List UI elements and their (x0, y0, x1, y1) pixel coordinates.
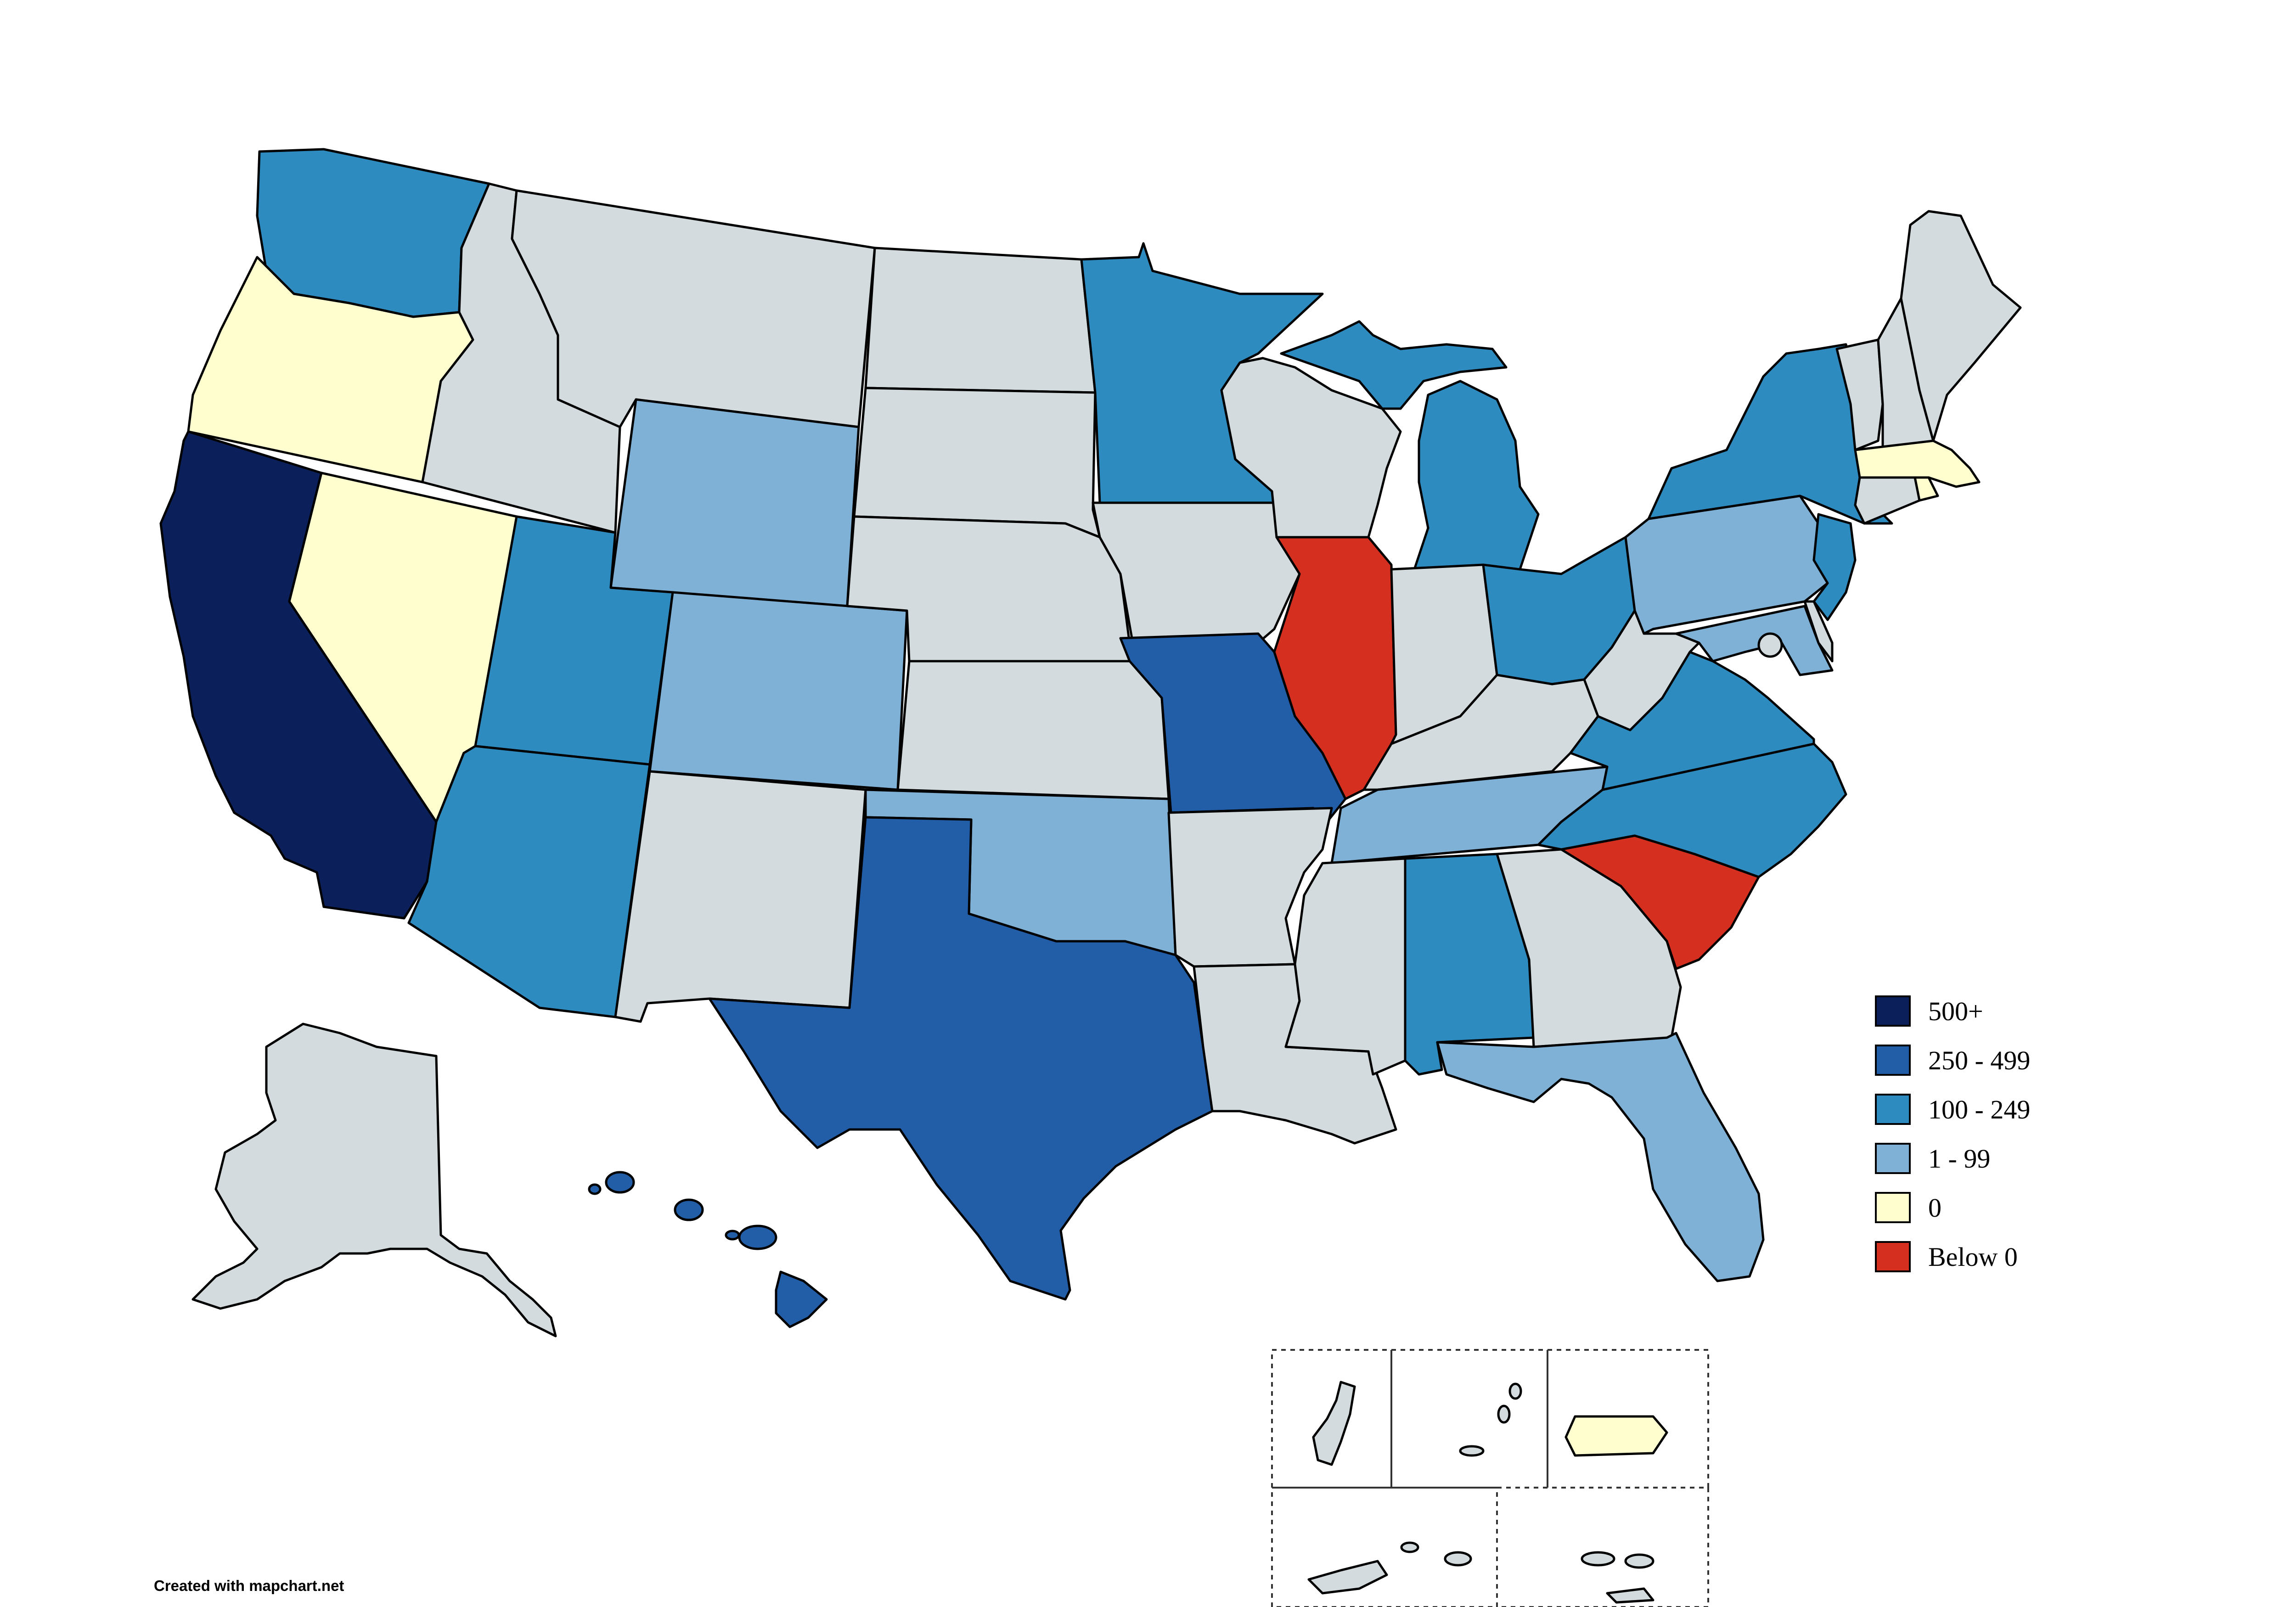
territory-MP[interactable] (1459, 1382, 1522, 1457)
states-layer (159, 148, 2022, 1337)
state-NY[interactable] (1647, 343, 1893, 525)
credit-text: Created with mapchart.net (154, 1577, 344, 1594)
state-TX[interactable] (708, 816, 1214, 1301)
territory-VI[interactable] (1581, 1551, 1654, 1604)
legend-swatch (1875, 1192, 1911, 1223)
territory-GU[interactable] (1312, 1381, 1356, 1466)
state-SD[interactable] (853, 387, 1101, 539)
inset-box-american-samoa (1271, 1487, 1498, 1607)
state-HI[interactable] (588, 1171, 828, 1328)
legend-swatch (1875, 1094, 1911, 1125)
legend-swatch (1875, 1143, 1911, 1174)
state-DE[interactable] (1803, 600, 1834, 663)
territory-insets (1271, 1349, 1709, 1607)
state-MI-UP[interactable] (1280, 320, 1508, 410)
state-MO[interactable] (1119, 632, 1347, 823)
state-ME[interactable] (1900, 210, 2022, 442)
state-KS[interactable] (896, 660, 1170, 800)
state-AK[interactable] (191, 1023, 557, 1337)
state-CO[interactable] (648, 591, 908, 791)
legend-swatch (1875, 1241, 1911, 1272)
legend-label: 500+ (1928, 996, 1983, 1026)
state-FL[interactable] (1436, 1032, 1765, 1282)
legend-label: Below 0 (1928, 1242, 2018, 1272)
state-MS[interactable] (1284, 857, 1407, 1076)
legend-label: 1 - 99 (1928, 1144, 1990, 1174)
legend-label: 100 - 249 (1928, 1095, 2030, 1124)
state-MI-LP[interactable] (1413, 380, 1540, 575)
state-NJ[interactable] (1812, 513, 1857, 621)
inset-box-northern-mariana (1390, 1349, 1548, 1489)
legend-swatch (1875, 1045, 1911, 1076)
state-DC[interactable] (1757, 632, 1783, 658)
state-ND[interactable] (864, 247, 1097, 394)
territory-AS[interactable] (1307, 1541, 1472, 1595)
state-AR[interactable] (1167, 807, 1333, 968)
state-WY[interactable] (609, 398, 860, 607)
state-WI[interactable] (1220, 357, 1402, 539)
legend-swatch (1875, 995, 1911, 1027)
territory-PR[interactable] (1564, 1415, 1668, 1457)
state-IL[interactable] (1273, 536, 1397, 800)
legend-label: 250 - 499 (1928, 1045, 2030, 1075)
state-MT[interactable] (511, 189, 876, 428)
legend-label: 0 (1928, 1193, 1941, 1223)
state-CT[interactable] (1854, 476, 1921, 525)
legend: 500+ 250 - 499 100 - 249 1 - 99 0 Below 0 (1875, 995, 2030, 1272)
state-NM[interactable] (614, 770, 867, 1023)
inset-box-virgin-islands (1496, 1487, 1709, 1607)
